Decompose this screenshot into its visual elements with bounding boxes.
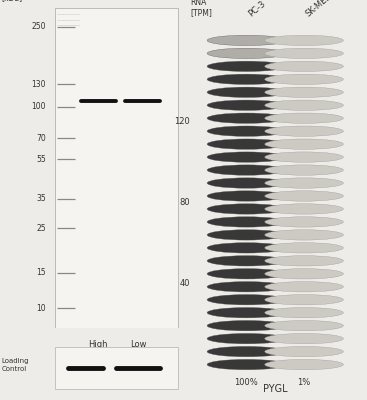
Ellipse shape [265, 35, 344, 46]
Ellipse shape [207, 113, 286, 123]
Text: 100: 100 [31, 102, 46, 112]
Ellipse shape [265, 87, 344, 98]
Text: 55: 55 [36, 155, 46, 164]
Ellipse shape [265, 204, 344, 214]
Text: 130: 130 [31, 80, 46, 88]
Ellipse shape [265, 334, 344, 344]
Text: 35: 35 [36, 194, 46, 203]
Ellipse shape [265, 256, 344, 266]
Ellipse shape [207, 100, 286, 110]
Ellipse shape [207, 308, 286, 318]
Text: Loading
Control: Loading Control [2, 358, 29, 372]
Text: Low: Low [130, 340, 147, 349]
Ellipse shape [265, 126, 344, 136]
Ellipse shape [265, 100, 344, 110]
Ellipse shape [265, 191, 344, 201]
Ellipse shape [207, 294, 286, 305]
Ellipse shape [207, 48, 286, 58]
Ellipse shape [207, 282, 286, 292]
Text: 25: 25 [36, 224, 46, 233]
Text: 40: 40 [179, 279, 190, 288]
Text: [kDa]: [kDa] [2, 0, 23, 2]
Text: 70: 70 [36, 134, 46, 143]
Ellipse shape [207, 87, 286, 98]
Ellipse shape [265, 230, 344, 240]
Ellipse shape [265, 294, 344, 305]
Ellipse shape [207, 359, 286, 370]
Ellipse shape [265, 359, 344, 370]
Ellipse shape [265, 282, 344, 292]
Text: PYGL: PYGL [263, 384, 288, 394]
Ellipse shape [265, 74, 344, 84]
Text: 15: 15 [36, 268, 46, 278]
FancyBboxPatch shape [55, 8, 178, 328]
Ellipse shape [207, 334, 286, 344]
Text: 1%: 1% [298, 378, 311, 386]
Ellipse shape [207, 165, 286, 175]
Text: High: High [88, 340, 108, 349]
Text: RNA
[TPM]: RNA [TPM] [190, 0, 212, 17]
Ellipse shape [265, 113, 344, 123]
Ellipse shape [265, 61, 344, 72]
Ellipse shape [207, 346, 286, 357]
Text: SK-MEL-30: SK-MEL-30 [304, 0, 343, 18]
Ellipse shape [265, 217, 344, 227]
Text: 120: 120 [174, 117, 190, 126]
Text: PC-3: PC-3 [246, 0, 267, 18]
Ellipse shape [265, 346, 344, 357]
Ellipse shape [265, 243, 344, 253]
Ellipse shape [265, 320, 344, 331]
Ellipse shape [265, 139, 344, 149]
Ellipse shape [265, 152, 344, 162]
Ellipse shape [207, 139, 286, 149]
Ellipse shape [207, 217, 286, 227]
Ellipse shape [207, 204, 286, 214]
Ellipse shape [207, 230, 286, 240]
Ellipse shape [207, 243, 286, 253]
Text: 250: 250 [31, 22, 46, 31]
Ellipse shape [207, 126, 286, 136]
Ellipse shape [265, 178, 344, 188]
Text: 100%: 100% [235, 378, 258, 386]
Ellipse shape [207, 74, 286, 84]
FancyBboxPatch shape [55, 347, 178, 389]
Ellipse shape [265, 269, 344, 279]
Ellipse shape [265, 308, 344, 318]
Ellipse shape [207, 320, 286, 331]
Ellipse shape [207, 269, 286, 279]
Ellipse shape [265, 48, 344, 58]
Ellipse shape [207, 35, 286, 46]
Ellipse shape [207, 256, 286, 266]
Ellipse shape [265, 165, 344, 175]
Text: 80: 80 [179, 198, 190, 207]
Text: 10: 10 [36, 304, 46, 313]
Ellipse shape [207, 152, 286, 162]
Ellipse shape [207, 191, 286, 201]
Ellipse shape [207, 178, 286, 188]
Ellipse shape [207, 61, 286, 72]
